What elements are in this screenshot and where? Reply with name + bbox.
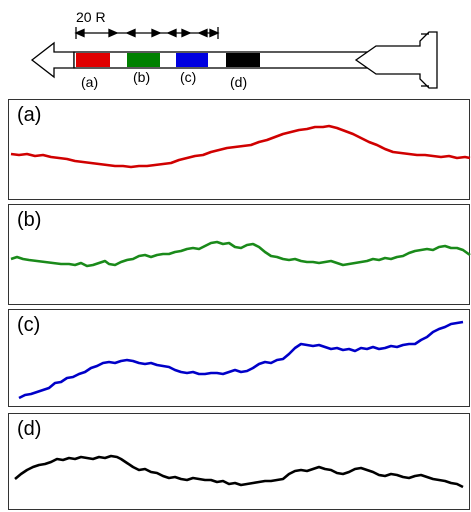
panel-b-label: (b) [17, 209, 42, 231]
segment-d-label: (d) [230, 74, 247, 90]
panel-c-label: (c) [17, 314, 41, 336]
trace-c [18, 320, 464, 400]
trace-d [14, 454, 464, 489]
plunger-assembly [354, 31, 438, 89]
segment-d-marker [226, 53, 260, 67]
panel-b: (b) [8, 204, 471, 305]
panel-d: (d) [8, 413, 470, 510]
panel-a-label: (a) [17, 104, 42, 126]
segment-a-label: (a) [81, 74, 98, 90]
trace-a-line [10, 124, 471, 169]
trace-d-line [14, 454, 464, 489]
segment-c-label: (c) [180, 69, 196, 85]
segment-a-marker [76, 53, 110, 67]
tube-body [73, 51, 377, 69]
segment-c-marker [176, 53, 208, 67]
panel-d-label: (d) [17, 418, 42, 440]
trace-a [10, 124, 471, 169]
segment-b-marker [127, 53, 160, 67]
scale-label: 20 R [76, 9, 106, 25]
segment-b-label: (b) [133, 69, 150, 85]
panel-c: (c) [8, 309, 470, 407]
dimension-arrows [74, 27, 220, 39]
trace-c-line [18, 320, 464, 400]
flow-direction-arrow [30, 41, 75, 79]
schematic-diagram: 20 R (a) (b) (c) (d) [30, 9, 438, 90]
panel-a: (a) [8, 99, 471, 200]
trace-b-line [10, 240, 471, 268]
trace-b [10, 240, 471, 268]
